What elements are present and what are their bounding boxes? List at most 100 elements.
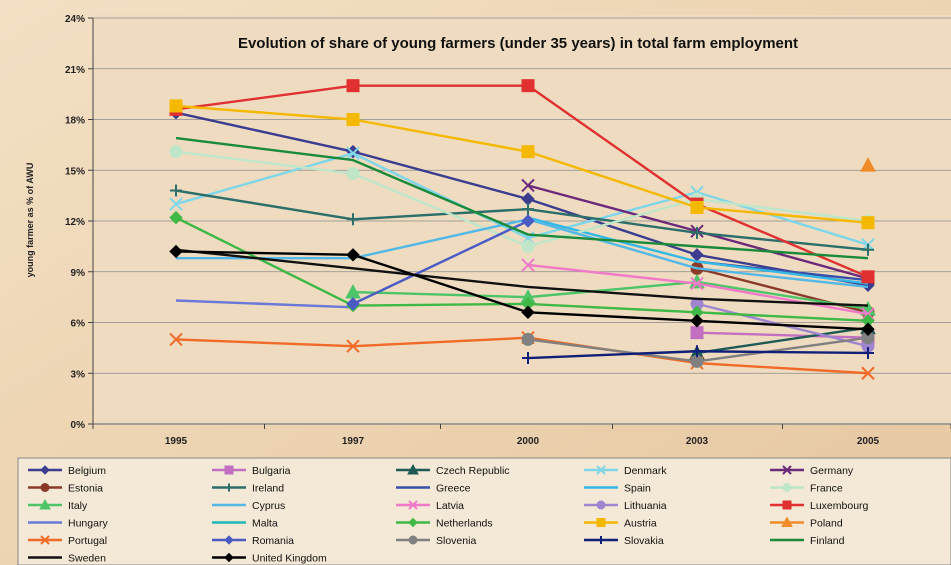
data-point xyxy=(596,465,606,475)
data-point xyxy=(691,345,703,358)
data-point xyxy=(782,500,792,510)
data-point xyxy=(521,332,535,346)
data-point xyxy=(521,305,535,320)
data-point xyxy=(169,210,183,225)
data-point xyxy=(346,339,360,353)
legend-item: Poland xyxy=(770,516,843,530)
legend-item: Germany xyxy=(770,465,854,477)
data-point xyxy=(521,145,535,159)
data-point xyxy=(40,535,50,545)
series-line xyxy=(175,299,354,309)
data-point xyxy=(690,276,704,291)
legend-item: Latvia xyxy=(396,500,464,512)
data-point xyxy=(408,500,418,510)
data-point xyxy=(860,157,876,172)
y-tick-label: 3% xyxy=(71,369,86,380)
data-point xyxy=(169,244,183,259)
series-line xyxy=(169,99,875,230)
series-line xyxy=(175,248,869,307)
data-point xyxy=(346,146,360,161)
legend-item: Luxembourg xyxy=(770,500,869,512)
legend-item: Spain xyxy=(584,483,651,495)
legend-item: United Kingdom xyxy=(212,553,327,565)
data-point xyxy=(346,297,360,311)
data-point xyxy=(596,500,606,510)
data-point xyxy=(782,483,792,492)
legend-item: Sweden xyxy=(28,553,106,565)
y-tick-label: 6% xyxy=(71,319,86,330)
data-point xyxy=(224,552,234,563)
legend-item: Greece xyxy=(396,483,471,495)
gridlines xyxy=(93,17,951,425)
legend-item: Austria xyxy=(584,518,657,530)
data-point xyxy=(40,483,50,492)
legend-item: Denmark xyxy=(584,465,667,477)
series-lines xyxy=(169,79,876,380)
data-point xyxy=(596,518,606,527)
series-line xyxy=(527,216,869,285)
legend-label: Denmark xyxy=(624,465,667,477)
data-point xyxy=(169,332,183,347)
legend-label: Belgium xyxy=(68,465,106,477)
x-tick-label: 1997 xyxy=(342,436,365,447)
data-point xyxy=(691,226,703,239)
y-tick-label: 15% xyxy=(65,166,85,177)
legend-item: Finland xyxy=(770,535,845,547)
legend-item: Bulgaria xyxy=(212,465,291,477)
data-point xyxy=(169,145,183,159)
data-point xyxy=(690,314,704,328)
data-point xyxy=(521,178,535,193)
series-path xyxy=(175,136,869,260)
legend-label: Italy xyxy=(68,500,88,512)
legend-item: Italy xyxy=(28,498,88,512)
legend-label: Sweden xyxy=(68,553,106,565)
legend-label: Malta xyxy=(252,518,278,530)
data-point xyxy=(521,258,535,272)
data-point xyxy=(782,465,792,475)
data-point xyxy=(522,352,534,365)
series-line xyxy=(346,214,535,311)
data-point xyxy=(861,307,875,321)
y-tick-label: 0% xyxy=(71,420,86,431)
legend-label: Bulgaria xyxy=(252,465,291,477)
data-point xyxy=(346,248,360,262)
legend-label: Finland xyxy=(810,535,845,547)
legend-item: Slovakia xyxy=(584,535,664,547)
data-point xyxy=(407,463,419,475)
legend-label: Ireland xyxy=(252,483,284,495)
series-line xyxy=(860,157,876,172)
y-tick-label: 9% xyxy=(71,268,86,279)
data-point xyxy=(861,216,875,230)
data-point xyxy=(347,213,359,226)
data-point xyxy=(346,167,360,181)
data-point xyxy=(408,535,418,545)
legend-item: France xyxy=(770,483,843,495)
legend-item: Netherlands xyxy=(396,518,493,530)
data-point xyxy=(169,99,183,113)
legend-item: Lithuania xyxy=(584,500,667,512)
series-path xyxy=(696,326,869,355)
legend-item: Malta xyxy=(212,518,278,530)
series-path xyxy=(352,219,529,305)
data-point xyxy=(408,517,418,528)
y-tick-label: 24% xyxy=(65,14,85,25)
series-path xyxy=(175,299,354,309)
y-tick-label: 18% xyxy=(65,116,85,127)
legend-item: Portugal xyxy=(28,535,107,547)
legend-label: Netherlands xyxy=(436,518,493,530)
legend-label: Czech Republic xyxy=(436,465,510,477)
data-point xyxy=(862,346,874,359)
legend-item: Czech Republic xyxy=(396,463,510,477)
legend-item: Slovenia xyxy=(396,535,476,547)
series-line xyxy=(169,244,875,336)
data-point xyxy=(522,203,534,216)
legend-label: Poland xyxy=(810,518,843,530)
legend-item: Belgium xyxy=(28,465,106,477)
legend: Belgium Bulgaria Czech Republic Denmark Germ… xyxy=(28,463,869,565)
data-point xyxy=(521,79,535,93)
x-tick-label: 1995 xyxy=(165,436,188,447)
data-point xyxy=(521,214,535,228)
legend-label: Spain xyxy=(624,483,651,495)
chart-title: Evolution of share of young farmers (und… xyxy=(238,35,798,52)
data-point xyxy=(40,465,50,475)
